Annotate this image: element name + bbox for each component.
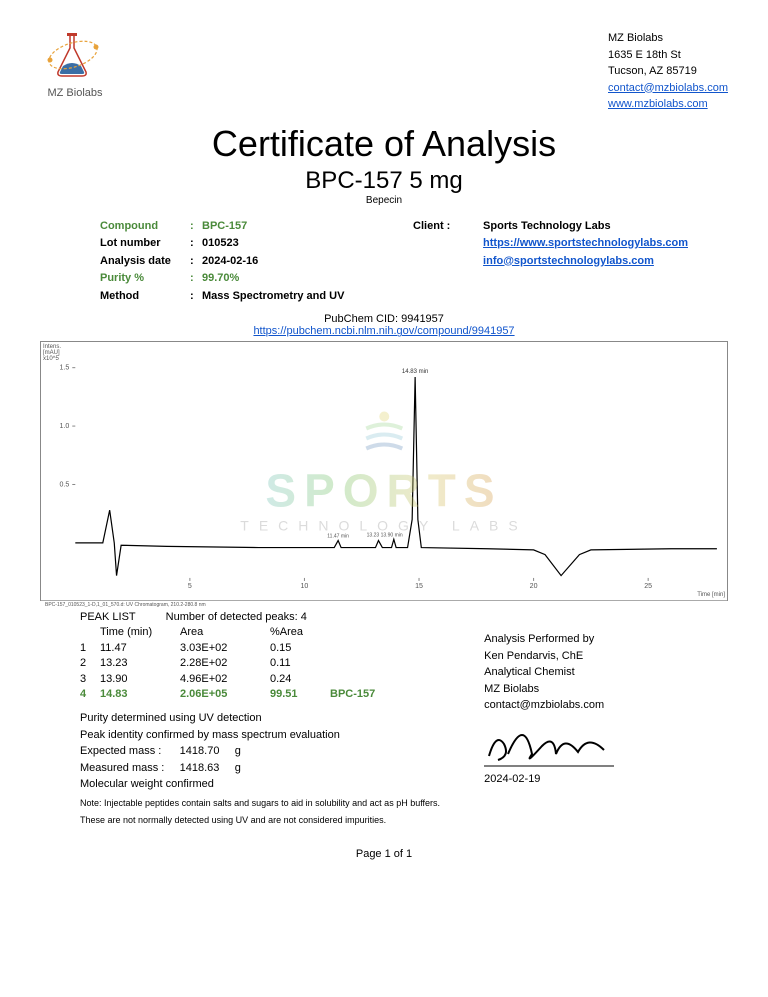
company-name: MZ Biolabs <box>608 30 728 47</box>
note-3: Molecular weight confirmed <box>80 776 454 793</box>
note-2: Peak identity confirmed by mass spectrum… <box>80 727 454 744</box>
svg-text:1.5: 1.5 <box>59 365 69 372</box>
measured-mass: Measured mass : 1418.63 g <box>80 760 454 777</box>
info-grid: Compound : BPC-157 Lot number : 010523 A… <box>40 218 728 306</box>
peak-table: Time (min) Area %Area 111.473.03E+020.15… <box>80 625 454 702</box>
date-value: 2024-02-16 <box>202 253 258 271</box>
client-value: Sports Technology Labs <box>483 218 611 236</box>
peak-row: 414.832.06E+0599.51BPC-157 <box>80 687 454 702</box>
pubchem-label: PubChem CID: 9941957 <box>40 313 728 325</box>
svg-text:13.23 13.90 min: 13.23 13.90 min <box>367 533 403 539</box>
info-left: Compound : BPC-157 Lot number : 010523 A… <box>100 218 413 306</box>
signoff-date: 2024-02-19 <box>484 773 718 785</box>
signoff-block: Analysis Performed by Ken Pendarvis, ChE… <box>454 611 718 827</box>
peak-row: 111.473.03E+020.15 <box>80 641 454 656</box>
peak-and-notes: PEAK LIST Number of detected peaks: 4 Ti… <box>80 611 454 827</box>
method-value: Mass Spectrometry and UV <box>202 288 344 306</box>
client-url-link[interactable]: https://www.sportstechnologylabs.com <box>483 235 688 253</box>
svg-text:11.47 min: 11.47 min <box>327 534 349 540</box>
svg-text:25: 25 <box>644 583 652 590</box>
pubchem-block: PubChem CID: 9941957 https://pubchem.ncb… <box>40 313 728 337</box>
svg-text:20: 20 <box>530 583 538 590</box>
page-number: Page 1 of 1 <box>40 848 728 860</box>
client-email-link[interactable]: info@sportstechnologylabs.com <box>483 253 654 271</box>
peak-row: 313.904.96E+020.24 <box>80 672 454 687</box>
info-right: Client : Sports Technology Labs https://… <box>413 218 688 306</box>
peak-col-headers: Time (min) Area %Area <box>80 625 454 640</box>
svg-text:14.83 min: 14.83 min <box>402 369 429 375</box>
purity-value: 99.70% <box>202 270 239 288</box>
signoff-1: Analysis Performed by <box>484 631 718 648</box>
company-address2: Tucson, AZ 85719 <box>608 63 728 80</box>
page-title: Certificate of Analysis <box>40 123 728 165</box>
col-pct: %Area <box>270 625 330 640</box>
peaklist-count: Number of detected peaks: 4 <box>166 611 307 623</box>
header: MZ Biolabs MZ Biolabs 1635 E 18th St Tuc… <box>40 30 728 113</box>
compound-label: Compound <box>100 218 190 236</box>
signoff-2: Ken Pendarvis, ChE <box>484 648 718 665</box>
peak-header: PEAK LIST Number of detected peaks: 4 <box>80 611 454 623</box>
chart-footer: BPC-157_010523_1-D,1_01_570.d: UV Chroma… <box>41 600 727 609</box>
chart-svg: 0.5 1.0 1.5 5 10 15 20 25 14.83 min 11.47 min 13.2… <box>41 342 727 600</box>
flask-logo-icon <box>40 30 110 80</box>
signoff-4: MZ Biolabs <box>484 681 718 698</box>
peak-row: 213.232.28E+020.11 <box>80 656 454 671</box>
subtitle: BPC-157 5 mg <box>40 167 728 195</box>
chart-ylabel: Intens. [mAU] x10^5 <box>43 344 61 362</box>
signoff-3: Analytical Chemist <box>484 664 718 681</box>
chart-xlabel: Time [min] <box>697 592 725 598</box>
expected-mass: Expected mass : 1418.70 g <box>80 743 454 760</box>
chromatogram-chart: SPORTS TECHNOLOGY LABS Intens. [mAU] x10… <box>40 341 728 601</box>
client-label: Client : <box>413 218 463 236</box>
svg-text:1.0: 1.0 <box>59 424 69 431</box>
notes: Purity determined using UV detection Pea… <box>80 710 454 828</box>
svg-text:5: 5 <box>188 583 192 590</box>
method-label: Method <box>100 288 190 306</box>
date-label: Analysis date <box>100 253 190 271</box>
common-name: Bepecin <box>40 195 728 206</box>
company-info: MZ Biolabs 1635 E 18th St Tucson, AZ 857… <box>608 30 728 113</box>
svg-text:10: 10 <box>301 583 309 590</box>
bottom-section: PEAK LIST Number of detected peaks: 4 Ti… <box>40 611 728 827</box>
company-email-link[interactable]: contact@mzbiolabs.com <box>608 82 728 94</box>
col-area: Area <box>180 625 270 640</box>
certificate-page: MZ Biolabs MZ Biolabs 1635 E 18th St Tuc… <box>0 0 768 997</box>
col-time: Time (min) <box>100 625 180 640</box>
svg-text:0.5: 0.5 <box>59 482 69 489</box>
peaklist-title: PEAK LIST <box>80 611 136 623</box>
signoff-5: contact@mzbiolabs.com <box>484 697 718 714</box>
company-website-link[interactable]: www.mzbiolabs.com <box>608 98 708 110</box>
note-small1: Note: Injectable peptides contain salts … <box>80 797 454 811</box>
signature-icon <box>484 724 718 773</box>
svg-text:15: 15 <box>415 583 423 590</box>
purity-label: Purity % <box>100 270 190 288</box>
note-1: Purity determined using UV detection <box>80 710 454 727</box>
note-small2: These are not normally detected using UV… <box>80 814 454 828</box>
compound-value: BPC-157 <box>202 218 247 236</box>
company-address1: 1635 E 18th St <box>608 47 728 64</box>
logo-text: MZ Biolabs <box>40 87 110 99</box>
lot-label: Lot number <box>100 235 190 253</box>
lot-value: 010523 <box>202 235 239 253</box>
pubchem-link[interactable]: https://pubchem.ncbi.nlm.nih.gov/compoun… <box>253 325 514 337</box>
logo-block: MZ Biolabs <box>40 30 110 99</box>
